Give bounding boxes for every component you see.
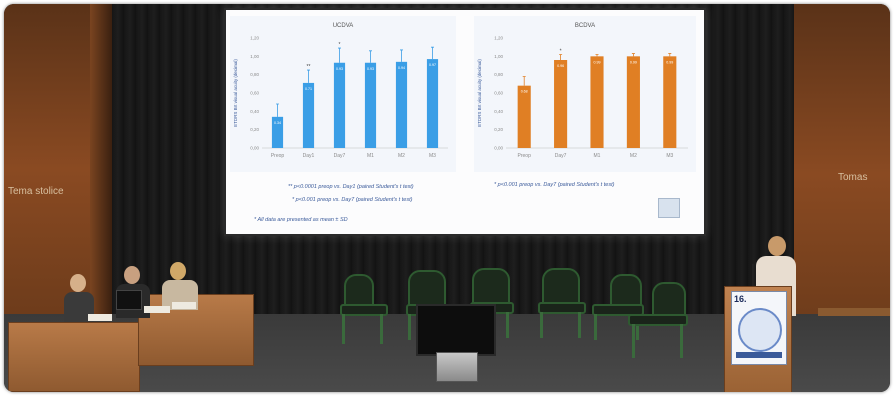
bar	[426, 59, 439, 149]
chart-title: UCDVA	[333, 23, 354, 29]
y-tick-label: 0,20	[494, 127, 503, 132]
slide-logo	[658, 198, 680, 218]
x-tick-label: M1	[367, 153, 374, 159]
panelist-2-head	[124, 266, 140, 284]
y-tick-label: 1,20	[250, 36, 259, 41]
y-tick-label: 0,00	[494, 146, 503, 151]
bar-value-label: 0.68	[521, 90, 528, 94]
ucdva-chart: UCDVA ETDRS Brt visual acuity (decimal) 0,…	[230, 16, 456, 172]
y-tick-label: 1,00	[494, 54, 503, 59]
microphone	[752, 264, 754, 290]
panelist-3-head	[170, 262, 186, 280]
wall-sign-left: Tema stolice	[8, 186, 64, 197]
x-tick-label: M3	[429, 153, 436, 159]
wall-sign-right: Tomas	[838, 172, 868, 183]
y-tick-label: 0,40	[494, 109, 503, 114]
x-tick-label: Preop	[518, 153, 532, 159]
x-tick-label: M2	[630, 153, 637, 159]
chart-title: BCDVA	[575, 23, 595, 29]
x-tick-label: Day1	[303, 153, 315, 159]
y-tick-label: 0,60	[494, 91, 503, 96]
left-wall-edge	[90, 4, 112, 334]
x-tick-label: M3	[666, 153, 673, 159]
right-wood-wall	[794, 4, 890, 344]
bar-value-label: 0.93	[367, 67, 374, 71]
note-significance-day7: * p<0.001 preop vs. Day7 (paired Student…	[292, 197, 413, 203]
y-tick-label: 0,40	[250, 109, 259, 114]
bar	[395, 61, 408, 149]
x-tick-label: M2	[398, 153, 405, 159]
y-axis-label: ETDRS Brt visual acuity (decimal)	[233, 59, 238, 127]
projection-screen: UCDVA ETDRS Brt visual acuity (decimal) 0,…	[224, 8, 706, 236]
x-tick-label: Preop	[271, 153, 285, 159]
y-axis-label: ETDRS Brt visual acuity (decimal)	[477, 59, 482, 127]
bar-value-label: 0.94	[398, 66, 405, 70]
podium-number: 16.	[734, 294, 747, 304]
y-tick-label: 0,80	[494, 72, 503, 77]
bar-value-label: 0.99	[630, 60, 637, 64]
note-significance-day1: ** p<0.0001 preop vs. Day1 (paired Stude…	[288, 184, 414, 190]
bcdva-chart: BCDVA ETDRS Brt visual acuity (decimal) 0,…	[474, 16, 696, 172]
bar	[554, 60, 568, 148]
bar	[333, 62, 346, 148]
bar-value-label: 0.34	[274, 121, 281, 125]
bar-value-label: 0.99	[594, 60, 601, 64]
podium-logo	[738, 308, 782, 352]
name-card-2	[144, 306, 170, 313]
x-tick-label: Day7	[334, 153, 346, 159]
panelist-1-head	[70, 274, 86, 292]
bar-value-label: 0.99	[666, 60, 673, 64]
note-significance-right: * p<0.001 preop vs. Day7 (paired Student…	[494, 182, 615, 188]
laptop	[116, 290, 142, 310]
equipment-box	[436, 352, 478, 382]
y-tick-label: 0,20	[250, 127, 259, 132]
significance-marker: *	[339, 42, 341, 48]
bar	[663, 56, 677, 149]
y-tick-label: 1,00	[250, 54, 259, 59]
stage-monitor	[416, 304, 496, 356]
y-tick-label: 0,60	[250, 91, 259, 96]
name-card-1	[88, 314, 112, 321]
bar	[302, 82, 315, 148]
x-tick-label: M1	[594, 153, 601, 159]
bar-value-label: 0.97	[429, 63, 436, 67]
name-card-3	[172, 302, 196, 309]
speaker-head	[768, 236, 786, 256]
podium-banner-strip	[736, 352, 782, 358]
y-tick-label: 0,00	[250, 146, 259, 151]
bar-value-label: 0.71	[305, 87, 312, 91]
bar	[590, 56, 604, 149]
significance-marker: **	[307, 64, 311, 70]
podium: 16.	[724, 286, 792, 392]
ucdva-chart-svg: UCDVA ETDRS Brt visual acuity (decimal) 0,…	[233, 23, 448, 159]
podium-sign: 16.	[731, 291, 787, 365]
panel-table	[8, 294, 254, 392]
bench	[818, 308, 890, 316]
bar	[517, 85, 531, 148]
bcdva-chart-svg: BCDVA ETDRS Brt visual acuity (decimal) 0,…	[477, 23, 688, 159]
bar	[271, 116, 284, 148]
y-tick-label: 0,80	[250, 72, 259, 77]
x-tick-label: Day7	[555, 153, 567, 159]
bar	[626, 56, 640, 149]
significance-marker: *	[560, 49, 562, 55]
photo-frame: Tema stolice Tomas UCDVA ETDRS Brt visual…	[4, 4, 890, 392]
bar-value-label: 0.96	[557, 64, 564, 68]
bar	[364, 62, 377, 148]
slide-footnote: * All data are presented as mean ± SD	[254, 217, 348, 223]
y-tick-label: 1,20	[494, 36, 503, 41]
bar-value-label: 0.93	[336, 67, 343, 71]
